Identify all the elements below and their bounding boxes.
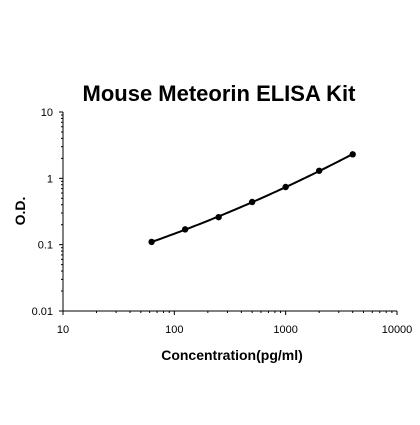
x-axis-label: Concentration(pg/ml) <box>161 347 303 363</box>
data-point <box>181 226 189 233</box>
data-point <box>349 151 356 158</box>
fit-curve <box>151 153 354 243</box>
axis-ticks: 0.01 0.1 1 10 10 100 1000 10000 <box>32 107 413 336</box>
x-tick-label: 10 <box>57 324 69 336</box>
y-tick-label: 1 <box>47 173 53 185</box>
y-tick-label: 0.1 <box>38 240 53 252</box>
y-axis-label: O.D. <box>12 197 28 226</box>
chart-title: Mouse Meteorin ELISA Kit <box>83 81 357 106</box>
x-tick-label: 10000 <box>382 324 413 336</box>
data-point <box>148 238 155 246</box>
data-point <box>248 198 256 206</box>
plot-area <box>148 151 356 246</box>
x-tick-label: 100 <box>165 324 183 336</box>
data-point <box>282 183 289 191</box>
y-tick-label: 0.01 <box>32 306 53 318</box>
x-tick-label: 1000 <box>273 324 297 336</box>
data-point <box>315 167 323 174</box>
y-tick-label: 10 <box>41 107 53 119</box>
data-point <box>215 213 222 221</box>
